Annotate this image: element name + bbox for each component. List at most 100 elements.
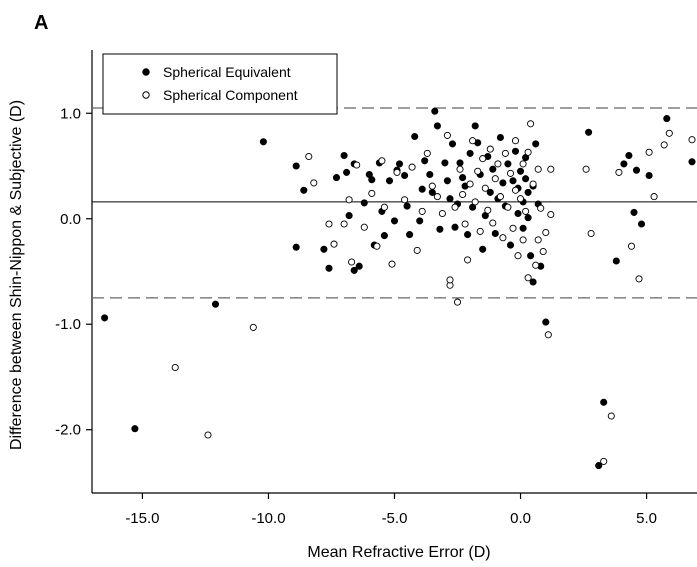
spherical-equivalent-point xyxy=(385,177,394,185)
spherical-component-point xyxy=(524,274,532,282)
spherical-component-point xyxy=(305,152,313,161)
spherical-equivalent-point xyxy=(466,149,474,157)
spherical-equivalent-point xyxy=(340,151,348,160)
spherical-equivalent-point xyxy=(630,208,638,216)
spherical-equivalent-point xyxy=(411,132,419,141)
spherical-component-point xyxy=(380,203,388,211)
spherical-component-point xyxy=(368,189,376,197)
x-axis-label: Mean Refractive Error (D) xyxy=(307,544,490,561)
spherical-component-point xyxy=(171,363,179,372)
spherical-component-point xyxy=(484,206,492,214)
spherical-component-point xyxy=(547,165,555,173)
spherical-equivalent-point xyxy=(529,278,537,286)
spherical-component-point xyxy=(378,157,386,165)
series-spherical-component xyxy=(171,120,696,465)
spherical-equivalent-point xyxy=(595,462,603,470)
spherical-equivalent-point xyxy=(519,224,527,232)
spherical-component-point xyxy=(491,175,499,183)
legend-label-spherical-equivalent: Spherical Equivalent xyxy=(163,64,291,80)
legend-label-spherical-component: Spherical Component xyxy=(163,87,298,103)
legend: Spherical Equivalent Spherical Component xyxy=(102,53,338,115)
spherical-component-point xyxy=(479,155,487,163)
spherical-component-point xyxy=(408,163,416,171)
spherical-component-point xyxy=(509,224,517,232)
spherical-component-point xyxy=(660,141,668,149)
series-spherical-equivalent xyxy=(101,107,696,470)
spherical-component-point xyxy=(471,198,479,206)
spherical-equivalent-point xyxy=(406,231,414,239)
spherical-equivalent-point xyxy=(441,159,449,167)
spherical-equivalent-point xyxy=(456,159,464,167)
spherical-component-point xyxy=(519,236,527,244)
spherical-equivalent-point xyxy=(464,231,472,239)
spherical-equivalent-point xyxy=(516,167,525,175)
spherical-equivalent-point xyxy=(300,186,308,194)
spherical-equivalent-point xyxy=(131,425,139,433)
spherical-component-point xyxy=(607,412,615,420)
spherical-equivalent-point xyxy=(637,220,646,228)
spherical-component-point xyxy=(486,145,494,153)
spherical-equivalent-point xyxy=(489,165,497,173)
x-tick-label: -5.0 xyxy=(382,510,408,527)
spherical-component-point xyxy=(688,136,696,144)
spherical-equivalent-point xyxy=(486,188,494,196)
spherical-component-point xyxy=(433,193,441,201)
spherical-component-point xyxy=(456,165,464,173)
spherical-component-point xyxy=(529,180,537,188)
spherical-equivalent-point xyxy=(395,160,404,168)
spherical-equivalent-point xyxy=(663,115,671,123)
spherical-component-point xyxy=(388,260,396,268)
spherical-component-point xyxy=(534,236,542,244)
spherical-component-point xyxy=(501,149,509,157)
spherical-equivalent-point xyxy=(459,174,467,182)
spherical-component-point xyxy=(506,169,515,177)
spherical-equivalent-point xyxy=(325,264,333,272)
spherical-equivalent-point xyxy=(431,107,439,115)
spherical-equivalent-point xyxy=(343,168,351,176)
spherical-equivalent-point xyxy=(524,188,532,196)
spherical-component-point xyxy=(481,184,489,192)
spherical-component-point xyxy=(466,180,474,188)
spherical-equivalent-point xyxy=(511,147,520,155)
spherical-component-point xyxy=(438,209,446,218)
reference-lines xyxy=(92,107,697,299)
spherical-component-point xyxy=(469,137,477,145)
spherical-component-point xyxy=(373,242,381,250)
y-tick-label: -2.0 xyxy=(55,422,81,439)
spherical-component-point xyxy=(353,161,361,169)
legend-marker-spherical-component xyxy=(142,91,150,99)
spherical-component-point xyxy=(330,240,338,248)
spherical-component-point xyxy=(582,165,590,173)
spherical-component-point xyxy=(645,148,653,156)
spherical-equivalent-point xyxy=(522,175,530,183)
data-points xyxy=(101,107,696,470)
x-tick-label: 5.0 xyxy=(636,510,657,527)
y-tick-label: 1.0 xyxy=(60,105,81,122)
x-tick-label: -10.0 xyxy=(251,510,285,527)
spherical-component-point xyxy=(461,220,469,228)
spherical-equivalent-point xyxy=(421,157,429,165)
spherical-component-point xyxy=(459,190,467,199)
spherical-component-point xyxy=(547,210,555,219)
spherical-equivalent-point xyxy=(436,225,444,233)
spherical-component-point xyxy=(310,179,318,187)
spherical-equivalent-point xyxy=(380,232,388,240)
spherical-component-point xyxy=(428,182,436,190)
x-tick-label: 0.0 xyxy=(510,510,531,527)
spherical-equivalent-point xyxy=(292,162,300,170)
spherical-component-point xyxy=(665,129,673,137)
spherical-equivalent-point xyxy=(332,174,341,182)
spherical-equivalent-point xyxy=(542,318,550,326)
spherical-component-point xyxy=(537,204,545,212)
spherical-equivalent-point xyxy=(688,158,696,166)
spherical-equivalent-point xyxy=(471,122,479,130)
spherical-component-point xyxy=(532,261,540,269)
spherical-equivalent-point xyxy=(101,314,109,322)
legend-box xyxy=(102,53,338,115)
spherical-equivalent-point xyxy=(416,217,424,225)
spherical-equivalent-point xyxy=(428,188,436,196)
spherical-equivalent-point xyxy=(433,122,441,130)
spherical-equivalent-point xyxy=(632,166,641,174)
spherical-component-point xyxy=(544,331,552,339)
plot-area xyxy=(91,50,697,494)
